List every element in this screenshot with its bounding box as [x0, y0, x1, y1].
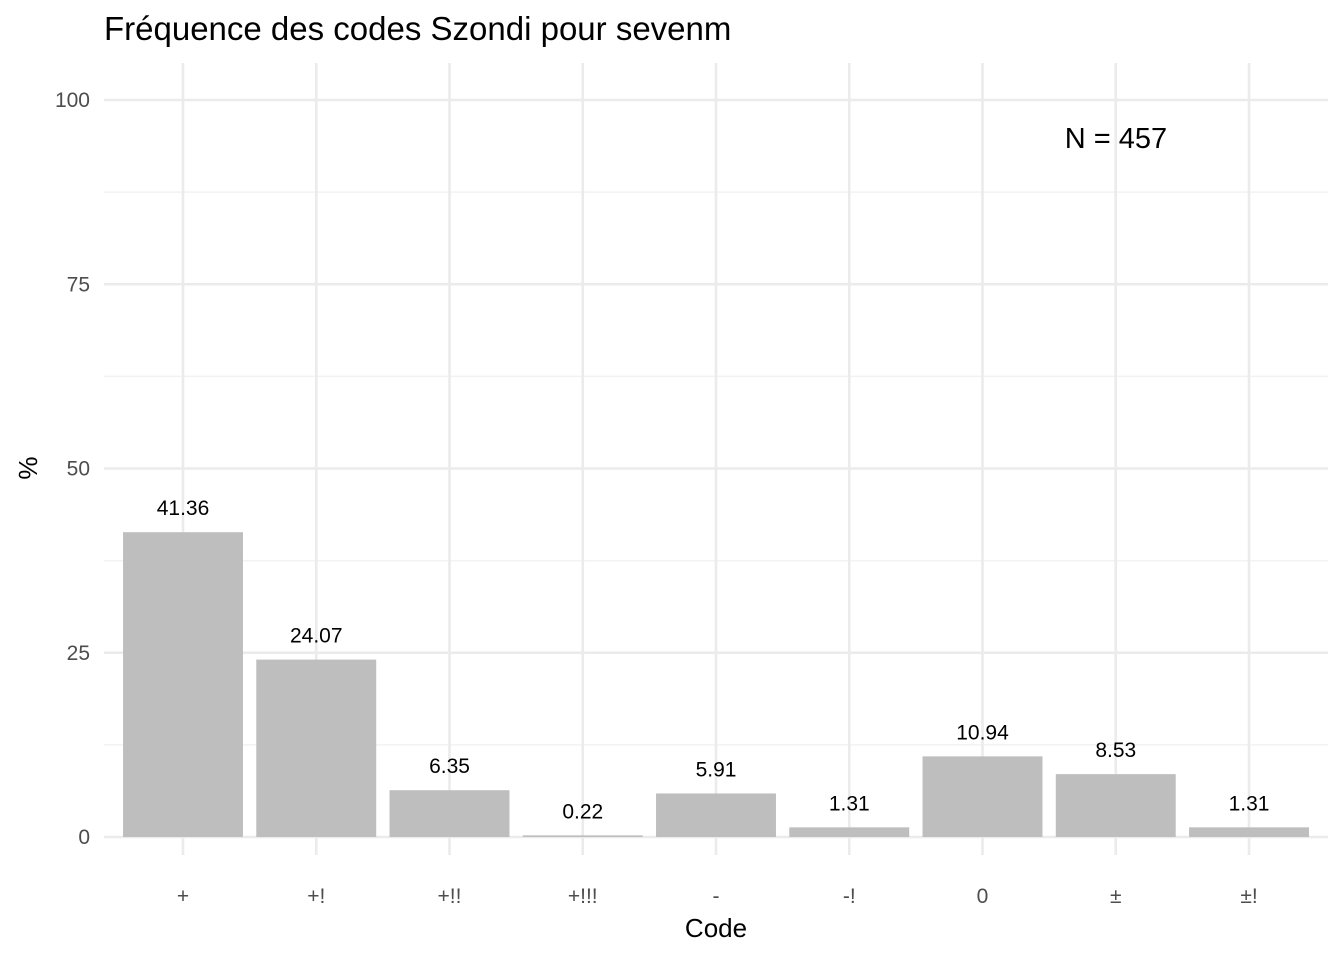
y-tick-label: 100 — [55, 89, 90, 112]
bar-value-label: 0.22 — [562, 800, 603, 823]
bar — [1055, 774, 1176, 837]
bar-value-label: 24.07 — [290, 625, 343, 648]
bar-value-label: 1.31 — [1229, 792, 1270, 815]
x-tick-label: +! — [307, 885, 325, 908]
x-tick-label: 0 — [977, 885, 989, 908]
bar — [1189, 827, 1309, 837]
y-tick-label: 50 — [67, 458, 90, 481]
bar — [789, 827, 910, 837]
x-tick-label: ±! — [1240, 885, 1257, 908]
bar — [656, 793, 776, 837]
bar-value-label: 5.91 — [696, 758, 737, 781]
x-axis-title: Code — [685, 913, 747, 943]
x-tick-label: -! — [843, 885, 856, 908]
bar — [389, 790, 510, 837]
chart-title: Fréquence des codes Szondi pour sevenm — [104, 10, 731, 47]
sample-size-annotation: N = 457 — [1065, 123, 1167, 155]
bar-value-label: 41.36 — [157, 497, 210, 520]
bar — [123, 532, 243, 837]
bar — [256, 659, 377, 837]
x-tick-label: ± — [1110, 885, 1122, 908]
x-axis-ticks: + +! +!! +!!! - -! 0 ± ±! — [177, 885, 1258, 908]
bar-value-label: 6.35 — [429, 755, 470, 778]
y-tick-label: 0 — [78, 826, 90, 849]
bars — [123, 532, 1309, 837]
bar-value-label: 10.94 — [956, 721, 1009, 744]
bar-value-label: 8.53 — [1095, 739, 1136, 762]
x-tick-label: + — [177, 885, 189, 908]
y-axis-ticks: 0 25 50 75 100 — [55, 89, 90, 849]
y-tick-label: 25 — [67, 642, 90, 665]
x-tick-label: - — [713, 885, 720, 908]
x-tick-label: +!!! — [568, 885, 598, 908]
data-labels: 41.36 24.07 6.35 0.22 5.91 1.31 10.94 8.53 1.31 — [157, 497, 1270, 823]
bar — [922, 756, 1043, 837]
bar — [522, 835, 643, 837]
bar-value-label: 1.31 — [829, 792, 870, 815]
x-tick-label: +!! — [438, 885, 462, 908]
y-axis-title: % — [13, 456, 43, 479]
y-tick-label: 75 — [67, 273, 90, 296]
